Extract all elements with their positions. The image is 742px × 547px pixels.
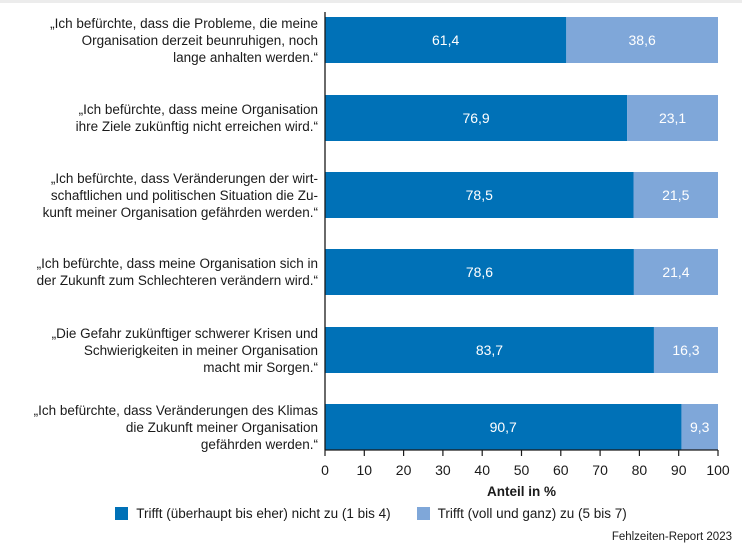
bar-segment	[627, 95, 718, 141]
data-label: 78,5	[466, 187, 493, 203]
data-label: 76,9	[462, 110, 489, 126]
data-label: 21,5	[662, 187, 689, 203]
legend-swatch-light	[416, 507, 430, 520]
x-tick-label: 50	[514, 462, 530, 478]
category-label-line: „Ich befürchte, dass Veränderungen des K…	[33, 402, 318, 418]
category-label-line: „Ich befürchte, dass Veränderungen der w…	[50, 170, 318, 186]
category-label-line: „Die Gefahr zukünftiger schwerer Krisen …	[51, 325, 318, 341]
x-tick-label: 80	[632, 462, 648, 478]
category-label-line: gefährden werden.“	[200, 436, 318, 452]
top-border	[0, 0, 742, 3]
x-tick-label: 70	[592, 462, 608, 478]
bar-segment	[325, 95, 628, 141]
legend-label: Trifft (überhaupt bis eher) nicht zu (1 …	[136, 506, 391, 521]
x-tick-label: 30	[435, 462, 451, 478]
x-tick-label: 40	[474, 462, 490, 478]
category-label: „Ich befürchte, dass die Probleme, die m…	[0, 15, 318, 66]
x-axis-label: Anteil in %	[486, 484, 556, 499]
x-tick-label: 90	[671, 462, 687, 478]
category-label-line: schaftlichen und politischen Situation d…	[50, 187, 318, 203]
source-note: Fehlzeiten-Report 2023	[611, 531, 732, 543]
bar-segment	[566, 17, 718, 63]
category-label-line: der Zukunft zum Schlechteren verändern w…	[36, 273, 318, 288]
x-tick-label: 10	[357, 462, 373, 478]
bar-segment	[633, 249, 718, 295]
category-label-line: lange anhalten werden.“	[173, 49, 318, 65]
data-label: 78,6	[466, 264, 493, 280]
bar-segment	[325, 172, 634, 218]
category-label: „Ich befürchte, dass meine Organisation …	[0, 255, 318, 289]
category-label-line: die Zukunft meiner Organisation	[125, 419, 318, 435]
data-label: 21,4	[662, 264, 689, 280]
legend-swatch-dark	[115, 507, 129, 520]
data-label: 90,7	[490, 419, 517, 435]
data-label: 38,6	[629, 32, 656, 48]
category-label: „Ich befürchte, dass meine Organisation i…	[0, 101, 318, 135]
bar-segment	[325, 249, 634, 295]
bar-segment	[325, 404, 682, 450]
category-label: „Die Gefahr zukünftiger schwerer Krisen …	[0, 325, 318, 376]
data-label: 9,3	[690, 419, 710, 435]
category-label-line: „Ich befürchte, dass meine Organisation …	[36, 256, 318, 271]
category-label-line: „Ich befürchte, dass die Probleme, die m…	[50, 15, 318, 31]
bar-segment	[681, 404, 718, 450]
bar-segment	[653, 327, 718, 373]
x-tick-label: 60	[553, 462, 569, 478]
x-tick-label: 100	[706, 462, 730, 478]
category-label-line: ihre Ziele zukünftig nicht erreichen wir…	[75, 119, 318, 134]
category-label-line: kunft meiner Organisation gefährden werd…	[42, 204, 318, 220]
legend: Trifft (überhaupt bis eher) nicht zu (1 …	[0, 506, 742, 521]
bar-segment	[325, 327, 654, 373]
category-label-line: Schwierigkeiten in meiner Organisation	[83, 342, 318, 358]
data-label: 16,3	[672, 342, 699, 358]
category-label-line: „Ich befürchte, dass meine Organisation	[78, 102, 318, 117]
category-label: „Ich befürchte, dass Veränderungen der w…	[0, 170, 318, 221]
bar-segment	[325, 17, 567, 63]
category-label-line: Organisation derzeit beunruhigen, noch	[81, 32, 318, 48]
data-label: 61,4	[432, 32, 459, 48]
category-label: „Ich befürchte, dass Veränderungen des K…	[0, 402, 318, 453]
legend-label: Trifft (voll und ganz) zu (5 bis 7)	[437, 506, 627, 521]
legend-item-disagree: Trifft (überhaupt bis eher) nicht zu (1 …	[115, 506, 391, 521]
category-label-line: macht mir Sorgen.“	[203, 359, 318, 375]
x-tick-label: 0	[321, 462, 329, 478]
legend-item-agree: Trifft (voll und ganz) zu (5 bis 7)	[416, 506, 627, 521]
data-label: 83,7	[476, 342, 503, 358]
data-label: 23,1	[659, 110, 686, 126]
x-tick-label: 20	[396, 462, 412, 478]
bar-segment	[633, 172, 718, 218]
